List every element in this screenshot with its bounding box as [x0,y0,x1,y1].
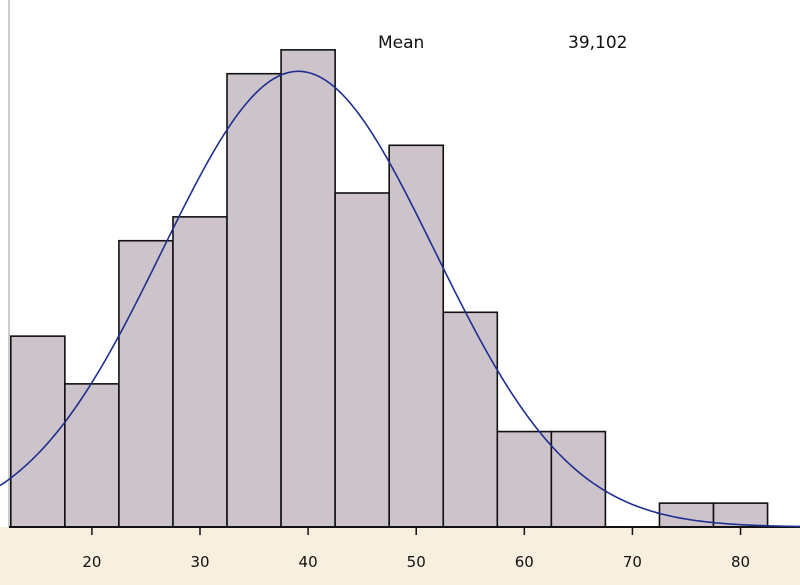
histogram-bar [10,335,66,528]
histogram-bar [64,383,120,528]
histogram-bar [172,216,228,528]
histogram-bar [280,49,336,528]
histogram-bar [550,430,607,528]
stats-group: Mean 39,102 [378,33,627,53]
histogram-bar [496,430,553,528]
x-tick-label: 70 [623,553,642,571]
histogram-bar [442,311,499,528]
x-tick-label: 60 [515,553,534,571]
x-axis-strip [0,527,800,585]
bars-group [10,49,769,528]
x-ticks-group: 20 30 40 50 60 70 80 [82,527,750,571]
histogram-bar [388,144,445,528]
normal-curve [0,70,800,528]
x-tick-label: 50 [407,553,426,571]
histogram-bar [226,72,282,528]
histogram-bar [118,239,174,528]
x-tick-label: 20 [82,553,101,571]
mean-value: 39,102 [568,33,627,53]
x-tick-label: 80 [731,553,750,571]
mean-label: Mean [378,33,424,53]
x-tick-label: 30 [190,553,209,571]
histogram-bar [334,192,390,528]
x-tick-label: 40 [299,553,318,571]
